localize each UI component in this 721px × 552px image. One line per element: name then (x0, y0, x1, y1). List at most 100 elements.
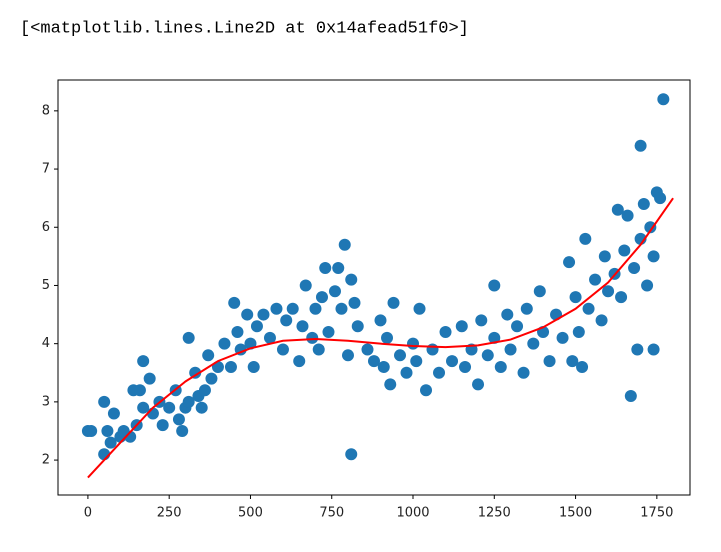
scatter-point (624, 390, 637, 403)
scatter-point (446, 355, 459, 368)
x-tick-label: 250 (157, 506, 182, 521)
scatter-point (377, 360, 390, 373)
y-tick-label: 6 (42, 220, 50, 235)
scatter-point (286, 302, 299, 315)
scatter-point (527, 337, 540, 350)
scatter-point (556, 331, 569, 344)
scatter-point (387, 296, 400, 309)
scatter-point (481, 349, 494, 362)
scatter-point (657, 93, 670, 106)
scatter-point (263, 331, 276, 344)
y-tick-label: 5 (42, 278, 50, 293)
scatter-point (637, 197, 650, 210)
scatter-point (654, 192, 667, 205)
scatter-point (335, 302, 348, 315)
scatter-point (107, 407, 120, 420)
y-tick-label: 2 (42, 453, 50, 468)
scatter-point (598, 250, 611, 263)
scatter-point (582, 302, 595, 315)
scatter-point (338, 238, 351, 251)
x-tick-label: 1500 (559, 506, 592, 521)
scatter-point (276, 343, 289, 356)
x-tick-label: 1750 (640, 506, 673, 521)
scatter-point (332, 262, 345, 275)
scatter-point (348, 296, 361, 309)
scatter-point (241, 308, 254, 321)
scatter-point (351, 320, 364, 333)
scatter-point (400, 366, 413, 379)
x-tick-label: 1000 (396, 506, 429, 521)
y-tick-label: 4 (42, 336, 50, 351)
scatter-point (224, 360, 237, 373)
output-text: [<matplotlib.lines.Line2D at 0x14afead51… (20, 19, 469, 38)
scatter-point (189, 366, 202, 379)
scatter-point (647, 250, 660, 263)
scatter-point (576, 360, 589, 373)
scatter-point (104, 436, 117, 449)
scatter-point (543, 355, 556, 368)
scatter-point (439, 326, 452, 339)
scatter-point (231, 326, 244, 339)
scatter-point (511, 320, 524, 333)
scatter-point (641, 279, 654, 292)
scatter-point (205, 372, 218, 385)
scatter-point (563, 256, 576, 269)
scatter-point (459, 360, 472, 373)
scatter-point (202, 349, 215, 362)
scatter-point (319, 262, 332, 275)
scatter-point (176, 424, 189, 437)
scatter-point (488, 279, 501, 292)
scatter-point (504, 343, 517, 356)
scatter-point (569, 291, 582, 304)
scatter-point (615, 291, 628, 304)
scatter-point (634, 139, 647, 152)
scatter-point (533, 285, 546, 298)
x-tick-label: 0 (84, 506, 92, 521)
scatter-point (384, 378, 397, 391)
scatter-point (368, 355, 380, 368)
plot-frame (57, 79, 691, 496)
scatter-point (566, 355, 579, 368)
scatter-point (195, 401, 208, 414)
fit-line (87, 197, 674, 479)
scatter-point (426, 343, 439, 356)
scatter-point (306, 331, 319, 344)
y-tick-label: 8 (42, 103, 50, 118)
scatter-point (182, 395, 195, 408)
scatter-point (137, 355, 150, 368)
scatter-point (315, 291, 328, 304)
scatter-point (250, 320, 263, 333)
scatter-point (631, 343, 644, 356)
scatter-point (293, 355, 306, 368)
scatter-point (647, 343, 660, 356)
scatter-point (309, 302, 322, 315)
scatter-point (381, 331, 394, 344)
x-tick-label: 1250 (478, 506, 511, 521)
scatter-point (611, 203, 624, 216)
scatter-point (172, 413, 185, 426)
scatter-point (455, 320, 468, 333)
scatter-point (328, 285, 341, 298)
scatter-point (361, 343, 374, 356)
scatter-point (280, 314, 293, 327)
scatter-point (101, 424, 114, 437)
scatter-point (618, 244, 631, 257)
scatter-point (98, 395, 111, 408)
scatter-point (137, 401, 150, 414)
scatter-point (341, 349, 354, 362)
scatter-point (579, 232, 592, 245)
scatter-point (572, 326, 585, 339)
scatter-point (520, 302, 533, 315)
scatter-point (133, 384, 146, 397)
scatter-point (413, 302, 426, 315)
scatter-point (143, 372, 156, 385)
scatter-point (374, 314, 387, 327)
scatter-point (472, 378, 485, 391)
scatter-point (420, 384, 433, 397)
scatter-point (345, 448, 358, 461)
scatter-point (312, 343, 325, 356)
scatter-point (433, 366, 446, 379)
scatter-point (296, 320, 309, 333)
scatter-point (517, 366, 530, 379)
